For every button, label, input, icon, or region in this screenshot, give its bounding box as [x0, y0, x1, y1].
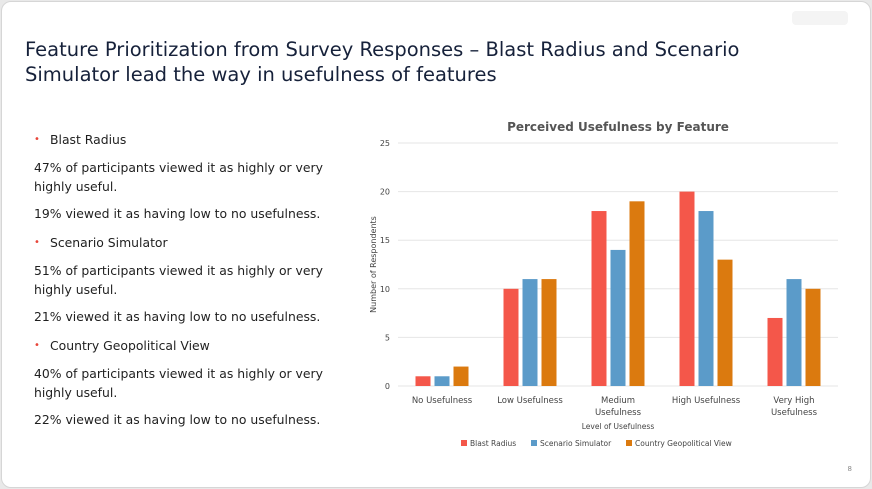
- x-tick-label: Usefulness: [771, 408, 818, 418]
- bullet-dot-icon: •: [34, 134, 40, 145]
- bullet-heading: Country Geopolitical View: [50, 338, 210, 353]
- x-tick-label: Usefulness: [595, 408, 642, 418]
- bar-country-geopolitical-view: [805, 288, 821, 386]
- y-tick-label: 25: [380, 139, 390, 148]
- legend-label: Blast Radius: [470, 439, 516, 448]
- x-tick-label: No Usefulness: [412, 396, 473, 406]
- y-axis-label: Number of Respondents: [369, 216, 378, 313]
- y-tick-label: 20: [380, 188, 390, 197]
- legend-label: Scenario Simulator: [540, 439, 612, 448]
- legend-swatch: [626, 440, 632, 446]
- bar-scenario-simulator: [434, 376, 450, 386]
- bar-blast-radius: [679, 191, 695, 386]
- x-axis-label: Level of Usefulness: [582, 422, 655, 431]
- bullet-stat: 51% of participants viewed it as highly …: [34, 263, 323, 297]
- bullet-stat: 22% viewed it as having low to no useful…: [34, 412, 321, 427]
- y-tick-label: 15: [380, 236, 390, 245]
- bullet-blast-radius: • Blast Radius: [34, 132, 334, 147]
- bullet-stat: 40% of participants viewed it as highly …: [34, 366, 323, 400]
- slide-title: Feature Prioritization from Survey Respo…: [25, 38, 740, 86]
- bar-scenario-simulator: [786, 279, 802, 386]
- x-tick-label: High Usefulness: [672, 396, 741, 406]
- bar-chart-svg: Perceived Usefulness by Feature 0 5 10 15 20 2…: [369, 120, 838, 448]
- bullet-scenario-simulator: • Scenario Simulator: [34, 235, 334, 250]
- header-placeholder: [792, 11, 848, 25]
- bullet-heading: Blast Radius: [50, 132, 127, 147]
- legend-swatch: [461, 440, 467, 446]
- bar-blast-radius: [415, 376, 431, 386]
- bullet-dot-icon: •: [34, 340, 40, 351]
- usefulness-chart: Perceived Usefulness by Feature 0 5 10 15 20 2…: [360, 110, 860, 460]
- bar-scenario-simulator: [610, 249, 626, 386]
- bar-country-geopolitical-view: [629, 201, 645, 386]
- bar-country-geopolitical-view: [453, 366, 469, 386]
- x-tick-label: Low Usefulness: [497, 396, 563, 406]
- bullet-dot-icon: •: [34, 237, 40, 248]
- bar-country-geopolitical-view: [717, 259, 733, 386]
- bar-blast-radius: [767, 317, 783, 386]
- x-tick-label: Very High: [773, 396, 814, 406]
- bullet-country-geopolitical-view: • Country Geopolitical View: [34, 338, 334, 353]
- bar-blast-radius: [591, 211, 607, 386]
- bullet-list: • Blast Radius 47% of participants viewe…: [34, 132, 334, 441]
- bar-scenario-simulator: [522, 279, 538, 386]
- y-tick-label: 10: [380, 285, 390, 294]
- bar-blast-radius: [503, 288, 519, 386]
- bar-country-geopolitical-view: [541, 279, 557, 386]
- x-tick-label: Medium: [601, 396, 635, 406]
- legend-label: Country Geopolitical View: [635, 439, 732, 448]
- page-number: 8: [847, 465, 852, 473]
- chart-title: Perceived Usefulness by Feature: [507, 120, 729, 134]
- y-tick-label: 0: [385, 382, 390, 391]
- bullet-stat: 47% of participants viewed it as highly …: [34, 160, 323, 194]
- legend-swatch: [531, 440, 537, 446]
- bar-scenario-simulator: [698, 211, 714, 386]
- bullet-stat: 19% viewed it as having low to no useful…: [34, 206, 321, 221]
- bullet-heading: Scenario Simulator: [50, 235, 168, 250]
- y-tick-label: 5: [385, 333, 390, 342]
- bullet-stat: 21% viewed it as having low to no useful…: [34, 309, 321, 324]
